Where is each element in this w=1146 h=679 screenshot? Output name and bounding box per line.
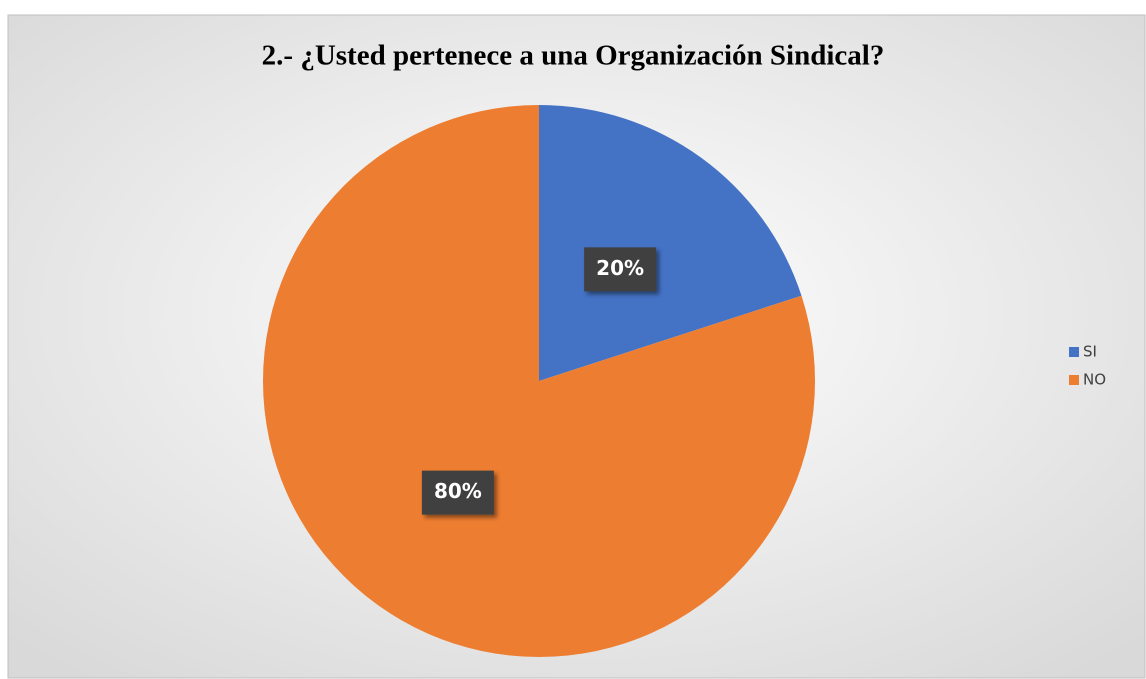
data-label-box — [421, 470, 494, 515]
legend-swatch — [1069, 375, 1079, 385]
data-label: 20% — [596, 256, 644, 280]
legend-label: SI — [1083, 343, 1097, 361]
legend-label: NO — [1083, 371, 1106, 389]
data-label: 80% — [434, 479, 482, 503]
data-label-box — [584, 247, 657, 292]
pie-slice — [262, 105, 815, 657]
chart-title: 2.- ¿Usted pertenece a una Organización … — [262, 40, 885, 72]
pie-slice — [539, 105, 802, 381]
legend-swatch — [1069, 347, 1079, 357]
